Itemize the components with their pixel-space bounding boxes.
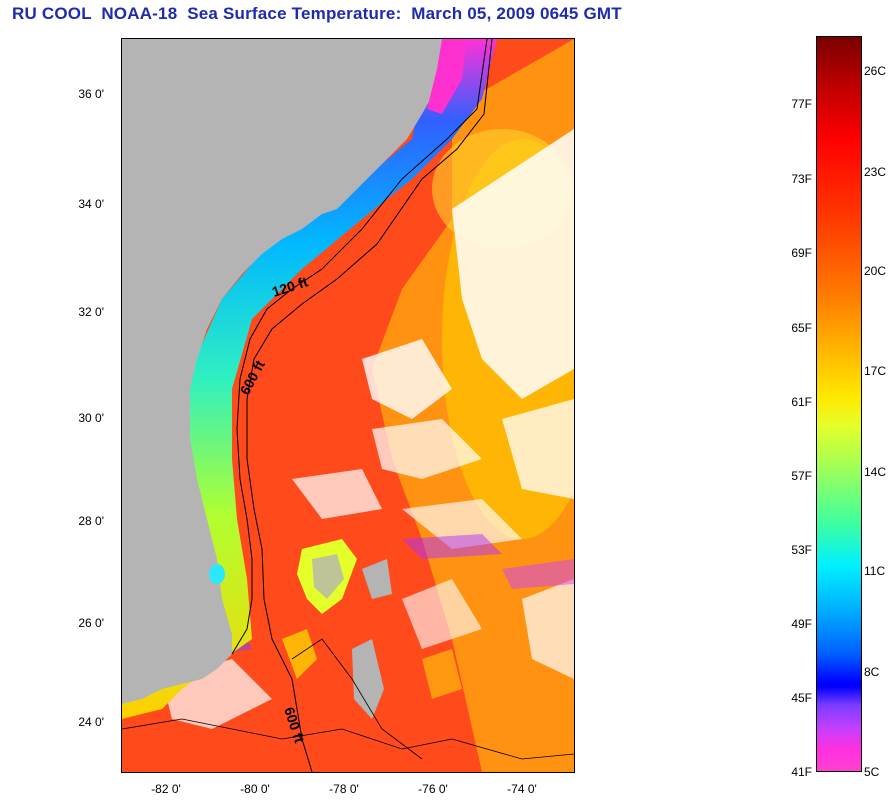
lat-tick-36: 36 0' [78, 87, 104, 101]
lon-tick-76: -76 0' [418, 782, 448, 796]
lon-tick-80: -80 0' [240, 782, 270, 796]
lat-tick-24: 24 0' [78, 715, 104, 729]
lat-tick-32: 32 0' [78, 305, 104, 319]
lat-tick-30: 30 0' [78, 411, 104, 425]
colorbar-label-17c: 17C [864, 364, 887, 378]
colorbar-label-53f: 53F [791, 543, 812, 557]
colorbar-label-5c: 5C [864, 765, 880, 779]
colorbar-label-8c: 8C [864, 665, 880, 679]
colorbar-label-77f: 77F [791, 97, 812, 111]
colorbar-label-23c: 23C [864, 165, 887, 179]
colorbar-label-65f: 65F [791, 321, 812, 335]
colorbar-label-45f: 45F [791, 691, 812, 705]
colorbar-label-20c: 20C [864, 264, 887, 278]
temperature-colorbar [816, 36, 862, 772]
lat-tick-28: 28 0' [78, 514, 104, 528]
colorbar-label-73f: 73F [791, 172, 812, 186]
colorbar-label-41f: 41F [791, 765, 812, 779]
colorbar-label-11c: 11C [864, 564, 886, 578]
sst-map[interactable]: 120 ft 600 ft 600 ft [121, 38, 575, 773]
lon-tick-78: -78 0' [329, 782, 359, 796]
colorbar-label-14c: 14C [864, 465, 887, 479]
map-title: RU COOL NOAA-18 Sea Surface Temperature:… [12, 4, 622, 23]
lat-tick-26: 26 0' [78, 616, 104, 630]
colorbar-label-49f: 49F [791, 617, 812, 631]
colorbar-label-26c: 26C [864, 64, 887, 78]
colorbar-label-69f: 69F [791, 246, 812, 260]
lon-tick-82: -82 0' [151, 782, 181, 796]
lat-tick-34: 34 0' [78, 197, 104, 211]
lon-tick-74: -74 0' [507, 782, 537, 796]
colorbar-label-57f: 57F [791, 469, 812, 483]
colorbar-label-61f: 61F [791, 395, 812, 409]
